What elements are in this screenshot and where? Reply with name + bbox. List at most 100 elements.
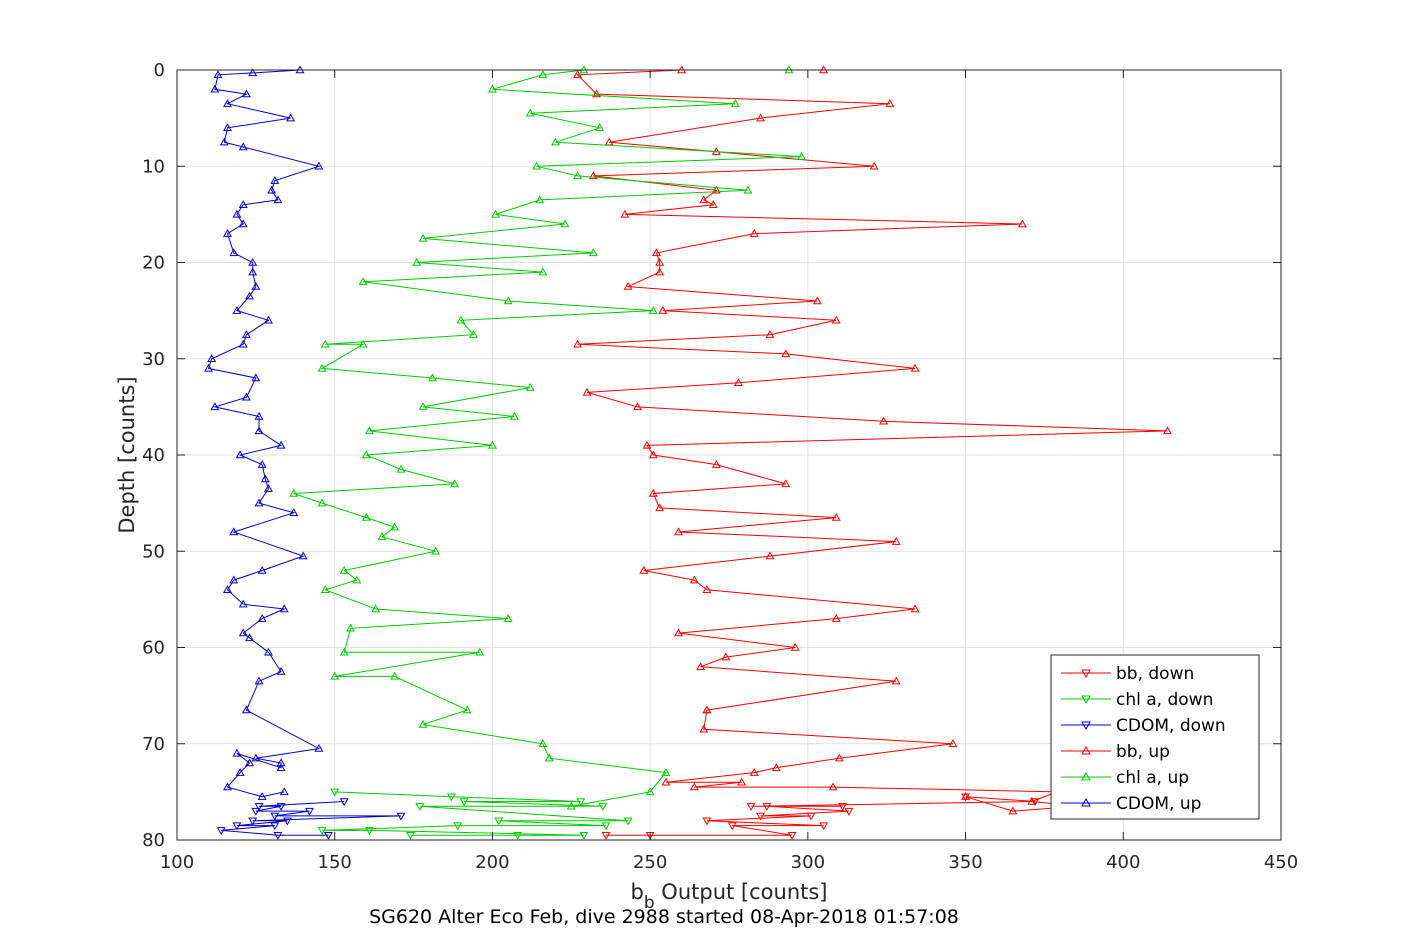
data-point xyxy=(510,411,519,420)
legend-label: bb, down xyxy=(1116,664,1194,684)
data-point xyxy=(655,257,665,266)
data-point xyxy=(560,219,570,228)
data-point xyxy=(229,248,239,257)
data-point xyxy=(248,817,258,826)
data-point xyxy=(254,803,264,811)
data-point xyxy=(844,807,854,816)
data-point xyxy=(248,257,258,266)
legend-item: chl a, down xyxy=(1061,690,1213,710)
data-point xyxy=(699,195,709,204)
data-point xyxy=(418,233,428,242)
data-point xyxy=(891,676,901,685)
data-point xyxy=(734,378,743,387)
data-point xyxy=(289,508,299,516)
data-point xyxy=(412,257,422,266)
data-point xyxy=(364,827,374,835)
data-point xyxy=(270,176,280,184)
data-point xyxy=(330,671,340,680)
data-point xyxy=(749,768,759,776)
data-point xyxy=(487,84,497,93)
data-point xyxy=(812,296,822,305)
data-point xyxy=(1162,426,1172,435)
data-point xyxy=(241,392,251,401)
data-point xyxy=(765,330,775,338)
data-point xyxy=(346,623,355,632)
data-point xyxy=(371,604,381,613)
series-chl-a-down xyxy=(317,788,633,840)
data-point xyxy=(257,614,267,622)
data-point xyxy=(270,812,280,821)
data-point xyxy=(314,743,324,752)
series-bb-down xyxy=(601,793,1040,840)
data-point xyxy=(787,831,797,840)
data-point xyxy=(264,647,273,656)
data-point xyxy=(320,585,330,593)
data-point xyxy=(418,402,428,411)
data-point xyxy=(339,798,349,807)
data-point xyxy=(415,803,425,811)
data-point xyxy=(885,99,895,107)
data-point xyxy=(633,402,642,411)
data-point xyxy=(453,822,463,831)
data-point xyxy=(525,383,535,391)
data-point xyxy=(869,161,879,170)
data-point xyxy=(339,565,349,574)
data-point xyxy=(339,647,349,656)
data-point xyxy=(317,363,327,372)
series-line xyxy=(606,796,1036,836)
data-point xyxy=(207,354,217,362)
data-point xyxy=(721,652,731,661)
data-point xyxy=(248,267,258,276)
data-point xyxy=(264,484,273,492)
x-tick-label: 350 xyxy=(948,852,982,873)
series-cdom-down xyxy=(216,798,406,840)
data-point xyxy=(948,739,958,747)
legend-marker xyxy=(1081,797,1091,807)
series-line xyxy=(576,69,1168,812)
data-point xyxy=(588,171,598,180)
data-point xyxy=(248,68,258,77)
data-point xyxy=(235,450,245,459)
data-point xyxy=(756,812,766,821)
data-point xyxy=(762,803,772,811)
data-point xyxy=(831,614,841,622)
data-point xyxy=(428,373,437,382)
data-point xyxy=(642,440,652,449)
legend-marker xyxy=(1081,695,1091,705)
data-point xyxy=(254,498,264,507)
data-point xyxy=(648,450,658,459)
data-point xyxy=(390,522,400,531)
data-point xyxy=(819,822,829,831)
data-point xyxy=(235,768,245,776)
data-point xyxy=(396,464,406,473)
data-point xyxy=(623,817,633,826)
y-tick-labels: 0 10 20 30 40 50 60 70 80 xyxy=(142,60,165,851)
data-point xyxy=(746,803,756,811)
data-point xyxy=(532,161,542,170)
data-point xyxy=(469,330,478,338)
data-point xyxy=(696,662,706,670)
data-point xyxy=(241,705,251,714)
data-point xyxy=(711,460,721,468)
data-point xyxy=(213,70,223,79)
y-tick-label: 70 xyxy=(142,734,165,755)
data-point xyxy=(727,822,737,831)
data-point xyxy=(781,349,791,358)
ticks xyxy=(176,69,1282,841)
data-point xyxy=(538,739,548,747)
data-point xyxy=(257,565,267,574)
data-point xyxy=(361,450,371,459)
x-tick-label: 450 xyxy=(1264,852,1298,873)
data-point xyxy=(223,229,232,237)
data-point xyxy=(879,416,889,425)
x-tick-label: 150 xyxy=(318,852,352,873)
data-point xyxy=(674,628,683,637)
data-point xyxy=(241,330,251,338)
series-bb-up xyxy=(573,65,1172,815)
data-point xyxy=(781,479,791,488)
data-point xyxy=(317,498,327,507)
data-point xyxy=(216,827,226,835)
data-point xyxy=(566,801,576,810)
data-point xyxy=(279,787,289,796)
data-point xyxy=(238,339,248,348)
